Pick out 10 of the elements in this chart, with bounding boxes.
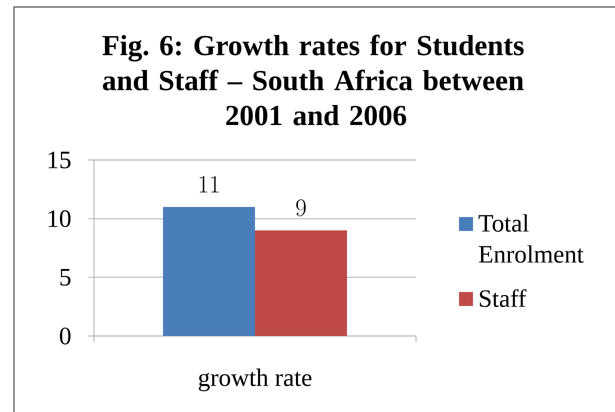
y-tick-label: 10 — [48, 210, 71, 228]
legend-label: Staff — [480, 289, 526, 308]
data-label: 9 — [296, 199, 306, 216]
data-label: 11 — [200, 176, 219, 192]
chart-title: Fig. 6: Growth rates for Students and Staff – South Africa between 2001 and 2006 — [102, 34, 524, 126]
y-tick-label: 0 — [60, 328, 71, 344]
legend-label: Total Enrolment — [478, 214, 584, 263]
x-tick-label: growth rate — [198, 368, 312, 392]
y-tick-label: 5 — [60, 269, 70, 286]
y-tick-label: 15 — [48, 152, 70, 168]
